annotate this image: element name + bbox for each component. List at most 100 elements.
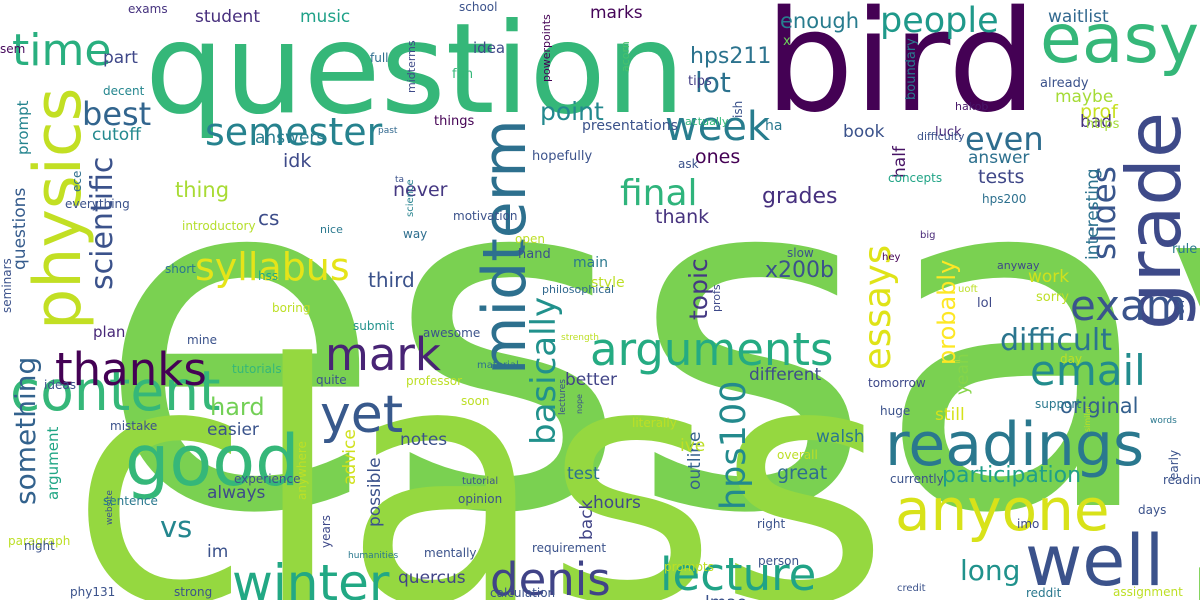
word-topic: topic <box>684 258 713 320</box>
word-huge: huge <box>880 404 910 418</box>
word-lol: lol <box>977 296 992 311</box>
word-yet: yet <box>320 385 403 445</box>
word-difficult: difficult <box>1000 323 1112 358</box>
word-acorn: acorn <box>619 41 632 72</box>
word-tutorials: tutorials <box>232 362 282 376</box>
word-boring: boring <box>272 301 310 315</box>
word-quercus: quercus <box>398 568 466 588</box>
word-book: book <box>843 122 885 142</box>
word-cs: cs <box>258 206 279 230</box>
word-credit: credit <box>897 583 926 594</box>
word-person: person <box>758 554 799 568</box>
word-advice: advice <box>340 429 360 485</box>
word-mark: mark <box>325 328 441 381</box>
word-better: better <box>565 370 617 390</box>
word-professor: professor <box>406 374 462 388</box>
word-main: main <box>573 255 608 271</box>
word-strength: strength <box>561 333 599 343</box>
word-essays: essays <box>856 245 899 370</box>
word-yeah: yeah <box>953 353 973 395</box>
word-day: day <box>1060 352 1082 366</box>
word-always: always <box>207 483 266 503</box>
word-tutorial: tutorial <box>462 476 498 487</box>
word-best: best <box>82 95 151 133</box>
word-anyway: anyway <box>997 259 1040 272</box>
word-hps200: hps200 <box>982 192 1026 206</box>
word-semester: semester <box>205 110 383 154</box>
word-bird: bird <box>765 0 1037 144</box>
word-mistake: mistake <box>110 419 157 433</box>
word-sem: sem <box>0 42 25 56</box>
word-short: short <box>165 262 196 276</box>
word-bad: bad <box>1080 112 1112 132</box>
word-reading: reading <box>1163 473 1200 487</box>
word-quite: quite <box>316 373 347 387</box>
word-question: question <box>145 0 685 142</box>
word-prompt: prompt <box>14 100 32 155</box>
word-school: school <box>459 0 497 14</box>
word-sorry: sorry <box>1036 290 1069 305</box>
word-outline: outline <box>685 431 705 490</box>
word-nope: nope <box>575 394 584 414</box>
word-hps211: hps211 <box>690 44 771 69</box>
word-lmao: lmao <box>705 593 747 600</box>
word-still: still <box>935 405 965 425</box>
word-imo: imo <box>1017 517 1039 531</box>
word-plan: plan <box>93 323 125 341</box>
word-prompts: prompts <box>664 560 714 574</box>
word-physics: physics <box>21 88 96 330</box>
word-years: years <box>319 515 333 548</box>
word-vs: vs <box>160 510 192 544</box>
word-ta: ta <box>395 175 404 185</box>
word-possible: possible <box>365 457 385 527</box>
word-basically: basically <box>524 297 564 445</box>
word-scientific: scientific <box>85 157 120 290</box>
word-soon: soon <box>461 394 490 408</box>
word-midterms: midterms <box>405 40 418 93</box>
word-lectures: lectures <box>558 379 568 415</box>
word-phy131: phy131 <box>70 585 115 599</box>
word-hss: hss <box>258 269 278 283</box>
word-answer: answer <box>968 148 1029 168</box>
word-participation: participation <box>942 463 1081 488</box>
word-https: https <box>1086 117 1120 132</box>
word-overall: overall <box>777 448 818 462</box>
word-assignment: assignment <box>1113 585 1183 599</box>
word-support: support <box>1035 397 1081 411</box>
word-philosophical: philosophical <box>542 283 614 296</box>
word-class: class <box>70 294 889 600</box>
word-nice: nice <box>320 223 343 236</box>
word-hours: hours <box>593 493 641 513</box>
word-week: week <box>665 104 771 150</box>
word-never: never <box>393 179 448 201</box>
word-motivation: motivation <box>453 209 518 223</box>
word-presentations: presentations <box>582 118 678 134</box>
word-different: different <box>749 365 822 385</box>
word-email: email <box>1030 346 1146 395</box>
word-already: already <box>1040 76 1089 91</box>
word-half: half <box>890 145 910 178</box>
word-concepts: concepts <box>888 171 942 185</box>
word-even: even <box>965 120 1044 158</box>
word-thanks: thanks <box>55 343 207 396</box>
word-walsh: walsh <box>816 427 865 447</box>
word-part: part <box>103 48 138 68</box>
word-ask: ask <box>678 157 699 171</box>
word-long: long <box>960 554 1020 587</box>
word-anyone: anyone <box>895 476 1110 544</box>
word-lecture: lecture <box>660 548 816 600</box>
word-easier: easier <box>207 420 259 440</box>
word-literally: literally <box>632 416 677 430</box>
word-opinion: opinion <box>458 492 502 506</box>
word-tests: tests <box>978 166 1024 188</box>
word-people: people <box>880 1 999 41</box>
word-final: final <box>620 173 698 214</box>
word-anywhere: anywhere <box>295 441 309 500</box>
word-early: early <box>1167 450 1181 480</box>
word-actually: actually <box>685 115 729 128</box>
word-questions: questions <box>10 188 30 270</box>
word-music: music <box>300 7 350 27</box>
word-fun: fun <box>452 67 473 82</box>
